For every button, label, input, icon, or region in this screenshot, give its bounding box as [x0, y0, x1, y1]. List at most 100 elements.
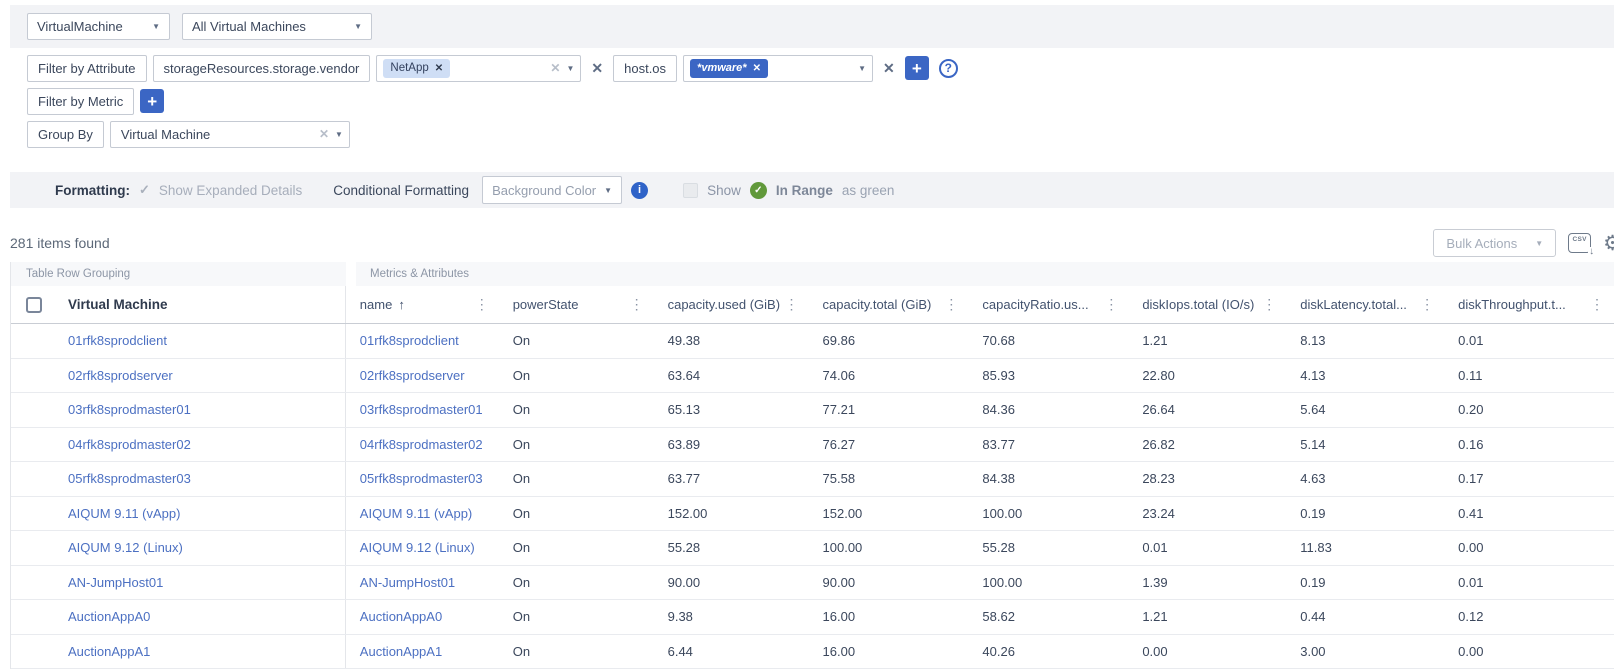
vm-link[interactable]: 05rfk8sprodmaster03	[67, 471, 191, 487]
vm-grouping-cell: AuctionAppA1	[51, 634, 346, 668]
clear-groupby-icon[interactable]: ✕	[318, 127, 329, 141]
object-type-select[interactable]: VirtualMachine ▼	[27, 13, 170, 40]
vm-grouping-cell: 03rfk8sprodmaster01	[51, 393, 346, 427]
remove-vendor-filter-button[interactable]: ✕	[591, 59, 604, 76]
vm-link[interactable]: 03rfk8sprodmaster01	[67, 402, 191, 418]
chevron-down-icon[interactable]: ▼	[335, 129, 343, 139]
show-expanded-details-toggle[interactable]: Show Expanded Details	[158, 182, 303, 198]
vendor-chip: NetApp ✕	[383, 58, 451, 78]
column-menu-icon[interactable]: ⋮	[474, 296, 489, 312]
column-menu-icon[interactable]: ⋮	[1590, 296, 1605, 312]
group-by-select[interactable]: Virtual Machine ✕ ▼	[109, 120, 350, 148]
hostos-chip: *vmware* ✕	[690, 58, 768, 78]
vm-link[interactable]: AIQUM 9.12 (Linux)	[67, 540, 183, 556]
conditional-formatting-value: Background Color	[492, 182, 597, 198]
vm-link[interactable]: 04rfk8sprodmaster02	[67, 436, 191, 452]
capacity-total-cell: 76.27	[822, 436, 856, 452]
vm-link[interactable]: AuctionAppA0	[67, 609, 151, 625]
object-type-value: VirtualMachine	[37, 19, 123, 34]
vm-grouping-cell: AIQUM 9.12 (Linux)	[51, 531, 346, 565]
saved-query-select[interactable]: All Virtual Machines ▼	[182, 13, 372, 40]
powerstate-cell: On	[512, 471, 531, 487]
query-toolbar: VirtualMachine ▼ All Virtual Machines ▼	[10, 5, 1614, 48]
chevron-down-icon[interactable]: ▼	[858, 63, 867, 73]
capacity-used-cell: 6.44	[667, 643, 693, 659]
vm-link[interactable]: 01rfk8sprodclient	[67, 333, 167, 349]
column-menu-icon[interactable]: ⋮	[1262, 296, 1277, 312]
help-icon[interactable]: ?	[938, 58, 958, 78]
hostos-filter-input[interactable]: *vmware* ✕ ▼	[683, 54, 874, 82]
capacity-total-cell: 152.00	[822, 505, 863, 521]
add-attribute-filter-button[interactable]: +	[904, 56, 929, 80]
capacity-used-cell: 65.13	[667, 402, 701, 418]
vm-link[interactable]: AIQUM 9.11 (vApp)	[67, 505, 181, 521]
gear-icon[interactable]: ⚙	[1603, 231, 1614, 255]
vendor-chip-label: NetApp	[390, 62, 429, 74]
chevron-down-icon[interactable]: ▼	[566, 63, 575, 73]
conditional-formatting-select[interactable]: Background Color ▼	[482, 176, 623, 204]
vm-link[interactable]: AN-JumpHost01	[67, 574, 164, 590]
vm-name-link[interactable]: 05rfk8sprodmaster03	[359, 471, 483, 487]
capacity-total-cell: 16.00	[822, 643, 856, 659]
column-header-capacity-total[interactable]: capacity.total (GiB) ⋮	[822, 296, 959, 312]
vm-name-link[interactable]: AIQUM 9.11 (vApp)	[359, 505, 473, 521]
export-csv-icon[interactable]: CSV ↓	[1568, 233, 1595, 257]
name-cell: AN-JumpHost01	[346, 566, 499, 600]
column-menu-icon[interactable]: ⋮	[629, 296, 644, 312]
disk-iops-cell: 26.64	[1142, 402, 1175, 418]
disk-throughput-cell: 0.17	[1458, 471, 1484, 487]
attribute-field-hostos[interactable]: host.os	[613, 54, 678, 82]
powerstate-cell: On	[512, 574, 531, 590]
remove-hostos-filter-button[interactable]: ✕	[883, 59, 895, 76]
select-all-checkbox[interactable]	[26, 296, 42, 313]
vm-link[interactable]: 02rfk8sprodserver	[67, 367, 173, 383]
name-cell: AuctionAppA1	[346, 635, 499, 669]
vm-link[interactable]: AuctionAppA1	[67, 643, 151, 659]
filter-by-metric-label: Filter by Metric	[27, 87, 135, 115]
vm-name-link[interactable]: 01rfk8sprodclient	[359, 333, 459, 349]
vendor-filter-input[interactable]: NetApp ✕ ✕ ▼	[376, 54, 582, 82]
capacity-ratio-cell: 100.00	[982, 574, 1023, 590]
show-range-checkbox[interactable]	[683, 182, 699, 198]
vm-name-link[interactable]: 02rfk8sprodserver	[359, 367, 465, 383]
column-header-capacity-used[interactable]: capacity.used (GiB) ⋮	[667, 296, 799, 312]
vm-name-link[interactable]: 04rfk8sprodmaster02	[359, 436, 483, 452]
chevron-down-icon: ▼	[152, 22, 160, 31]
column-menu-icon[interactable]: ⋮	[944, 296, 959, 312]
column-menu-icon[interactable]: ⋮	[784, 296, 799, 312]
table-row: 01rfk8sprodclient 01rfk8sprodclient On 4…	[11, 324, 1614, 359]
name-cell: 05rfk8sprodmaster03	[346, 462, 499, 496]
sort-ascending-icon[interactable]: ↑	[398, 297, 405, 312]
vm-grouping-cell: AN-JumpHost01	[51, 565, 346, 599]
vm-name-link[interactable]: AIQUM 9.12 (Linux)	[359, 540, 475, 556]
capacity-ratio-cell: 58.62	[982, 609, 1015, 625]
disk-iops-cell: 1.39	[1142, 574, 1168, 590]
column-header-capacity-ratio[interactable]: capacityRatio.us... ⋮	[982, 296, 1119, 312]
column-header-disk-throughput[interactable]: diskThroughput.t... ⋮	[1458, 296, 1605, 312]
remove-chip-icon[interactable]: ✕	[752, 62, 761, 74]
vm-name-link[interactable]: AuctionAppA0	[359, 609, 443, 625]
column-header-name[interactable]: name ↑ ⋮	[359, 296, 489, 312]
disk-iops-cell: 0.00	[1142, 643, 1168, 659]
column-menu-icon[interactable]: ⋮	[1420, 296, 1435, 312]
capacity-ratio-cell: 84.36	[982, 402, 1015, 418]
vm-name-link[interactable]: 03rfk8sprodmaster01	[359, 402, 483, 418]
attribute-field-vendor[interactable]: storageResources.storage.vendor	[152, 54, 371, 82]
chevron-down-icon: ▼	[604, 185, 613, 195]
add-metric-filter-button[interactable]: +	[140, 89, 165, 113]
column-header-disk-iops[interactable]: diskIops.total (IO/s) ⋮	[1142, 296, 1277, 312]
column-header-disk-latency[interactable]: diskLatency.total... ⋮	[1300, 296, 1435, 312]
column-menu-icon[interactable]: ⋮	[1104, 296, 1119, 312]
info-icon[interactable]: i	[631, 181, 649, 199]
vm-name-link[interactable]: AN-JumpHost01	[359, 574, 456, 590]
column-header-virtual-machine[interactable]: Virtual Machine	[51, 286, 346, 323]
bulk-actions-button[interactable]: Bulk Actions ▼	[1433, 229, 1557, 257]
vm-grouping-cell: AuctionAppA0	[51, 600, 346, 634]
vm-name-link[interactable]: AuctionAppA1	[359, 643, 443, 659]
clear-input-icon[interactable]: ✕	[550, 61, 561, 75]
disk-throughput-cell: 0.41	[1458, 505, 1484, 521]
remove-chip-icon[interactable]: ✕	[434, 62, 444, 74]
capacity-ratio-cell: 55.28	[982, 540, 1015, 556]
table-actions: Bulk Actions ▼ CSV ↓ ⚙	[1433, 229, 1614, 257]
column-header-powerstate[interactable]: powerState ⋮	[512, 296, 644, 312]
